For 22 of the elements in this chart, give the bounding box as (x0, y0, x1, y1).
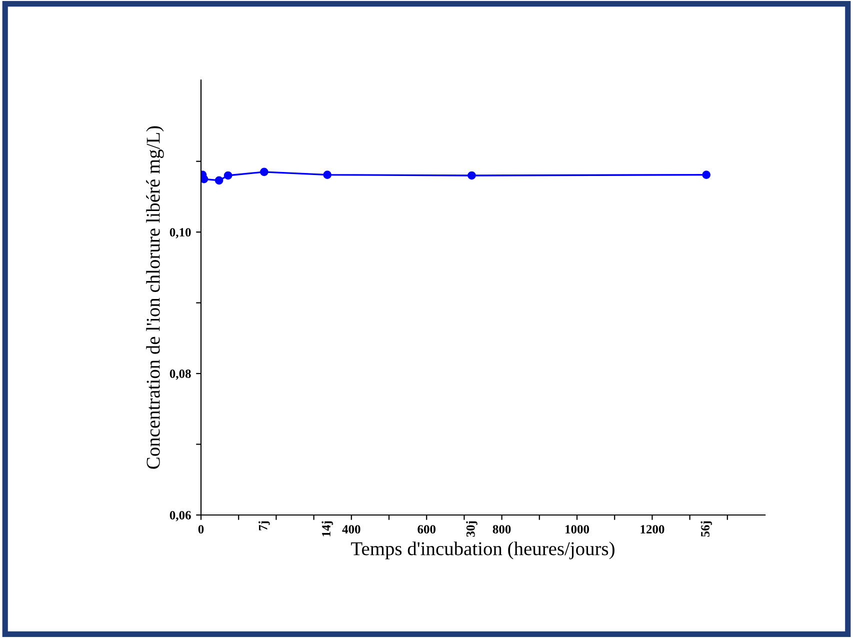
point (224, 171, 232, 180)
y-tick-label: 0,08 (170, 370, 191, 380)
x-tick-label: 400 (342, 525, 360, 534)
x-tick-label: 1000 (566, 525, 590, 534)
x-tick-label: 1200 (640, 525, 664, 534)
x-tick-label: 800 (492, 525, 511, 534)
point (702, 170, 711, 179)
x2-tick-label: 14j (322, 521, 334, 536)
y-tick-label: 0,10 (170, 228, 191, 238)
x2-tick-label: 56j (700, 521, 712, 537)
x2-tick-label: 30j (466, 521, 478, 537)
x-axis-title: Temps d'incubation (heures/jours) (351, 542, 614, 560)
y-axis-title: Concentration de l'ion chlorure libéré mg/L) (146, 126, 164, 469)
point (260, 168, 268, 176)
x-tick-label: 600 (418, 525, 436, 534)
x-tick-label: 0 (198, 525, 204, 534)
point (214, 176, 224, 185)
point (468, 171, 476, 180)
y-tick-label: 0,06 (170, 511, 191, 522)
x2-tick-label: 7j (258, 521, 270, 530)
point (323, 170, 332, 179)
point (201, 174, 208, 184)
